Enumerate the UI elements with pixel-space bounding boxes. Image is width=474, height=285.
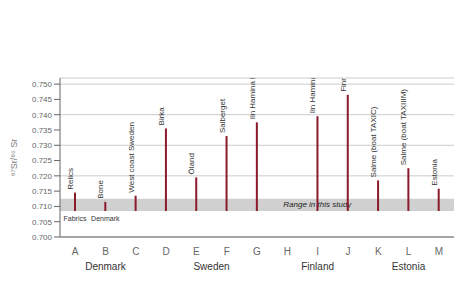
svg-text:0.720: 0.720 xyxy=(32,172,53,181)
svg-text:Finnish Rivers: Finnish Rivers xyxy=(339,78,348,92)
svg-text:Fabrics: Fabrics xyxy=(64,215,87,222)
svg-text:G: G xyxy=(253,246,261,257)
svg-text:Birka: Birka xyxy=(157,107,166,126)
svg-text:Iln Hamina humans: Iln Hamina humans xyxy=(248,78,257,119)
svg-text:Iln Hamina plants: Iln Hamina plants xyxy=(308,78,317,113)
svg-text:L: L xyxy=(406,246,412,257)
svg-text:C: C xyxy=(132,246,139,257)
svg-text:F: F xyxy=(224,246,230,257)
svg-text:0.725: 0.725 xyxy=(32,156,53,165)
svg-text:Estonia: Estonia xyxy=(392,261,426,272)
svg-text:Salberget: Salberget xyxy=(218,98,227,133)
svg-text:Öland: Öland xyxy=(187,153,196,174)
svg-text:Relics: Relics xyxy=(66,168,75,190)
svg-text:0.750: 0.750 xyxy=(32,80,53,89)
svg-text:0.730: 0.730 xyxy=(32,141,53,150)
svg-text:West coast Sweden: West coast Sweden xyxy=(127,122,136,193)
svg-text:0.715: 0.715 xyxy=(32,187,53,196)
svg-text:0.740: 0.740 xyxy=(32,111,53,120)
svg-text:E: E xyxy=(193,246,200,257)
svg-text:I: I xyxy=(316,246,319,257)
svg-text:0.705: 0.705 xyxy=(32,218,53,227)
svg-text:Sweden: Sweden xyxy=(193,261,229,272)
svg-text:0.710: 0.710 xyxy=(32,202,53,211)
svg-text:Estonia: Estonia xyxy=(430,158,439,185)
svg-text:A: A xyxy=(72,246,79,257)
svg-text:Salme (boat TAXIIIM): Salme (boat TAXIIIM) xyxy=(399,89,408,166)
svg-text:0.745: 0.745 xyxy=(32,95,53,104)
svg-text:⁸⁷Sr/⁸⁶ Sr: ⁸⁷Sr/⁸⁶ Sr xyxy=(9,139,19,177)
svg-text:Bone: Bone xyxy=(96,180,105,199)
svg-text:B: B xyxy=(102,246,109,257)
svg-text:0.735: 0.735 xyxy=(32,126,53,135)
svg-text:Range in this study: Range in this study xyxy=(283,200,352,209)
svg-text:M: M xyxy=(435,246,443,257)
svg-text:K: K xyxy=(375,246,382,257)
svg-text:H: H xyxy=(284,246,291,257)
svg-text:0.700: 0.700 xyxy=(32,233,53,242)
svg-text:Salme (boat TAXIC): Salme (boat TAXIC) xyxy=(369,106,378,177)
svg-text:Denmark: Denmark xyxy=(85,261,127,272)
svg-text:Finland: Finland xyxy=(301,261,334,272)
svg-text:D: D xyxy=(162,246,169,257)
svg-text:J: J xyxy=(345,246,350,257)
svg-text:Denmark: Denmark xyxy=(91,215,120,222)
